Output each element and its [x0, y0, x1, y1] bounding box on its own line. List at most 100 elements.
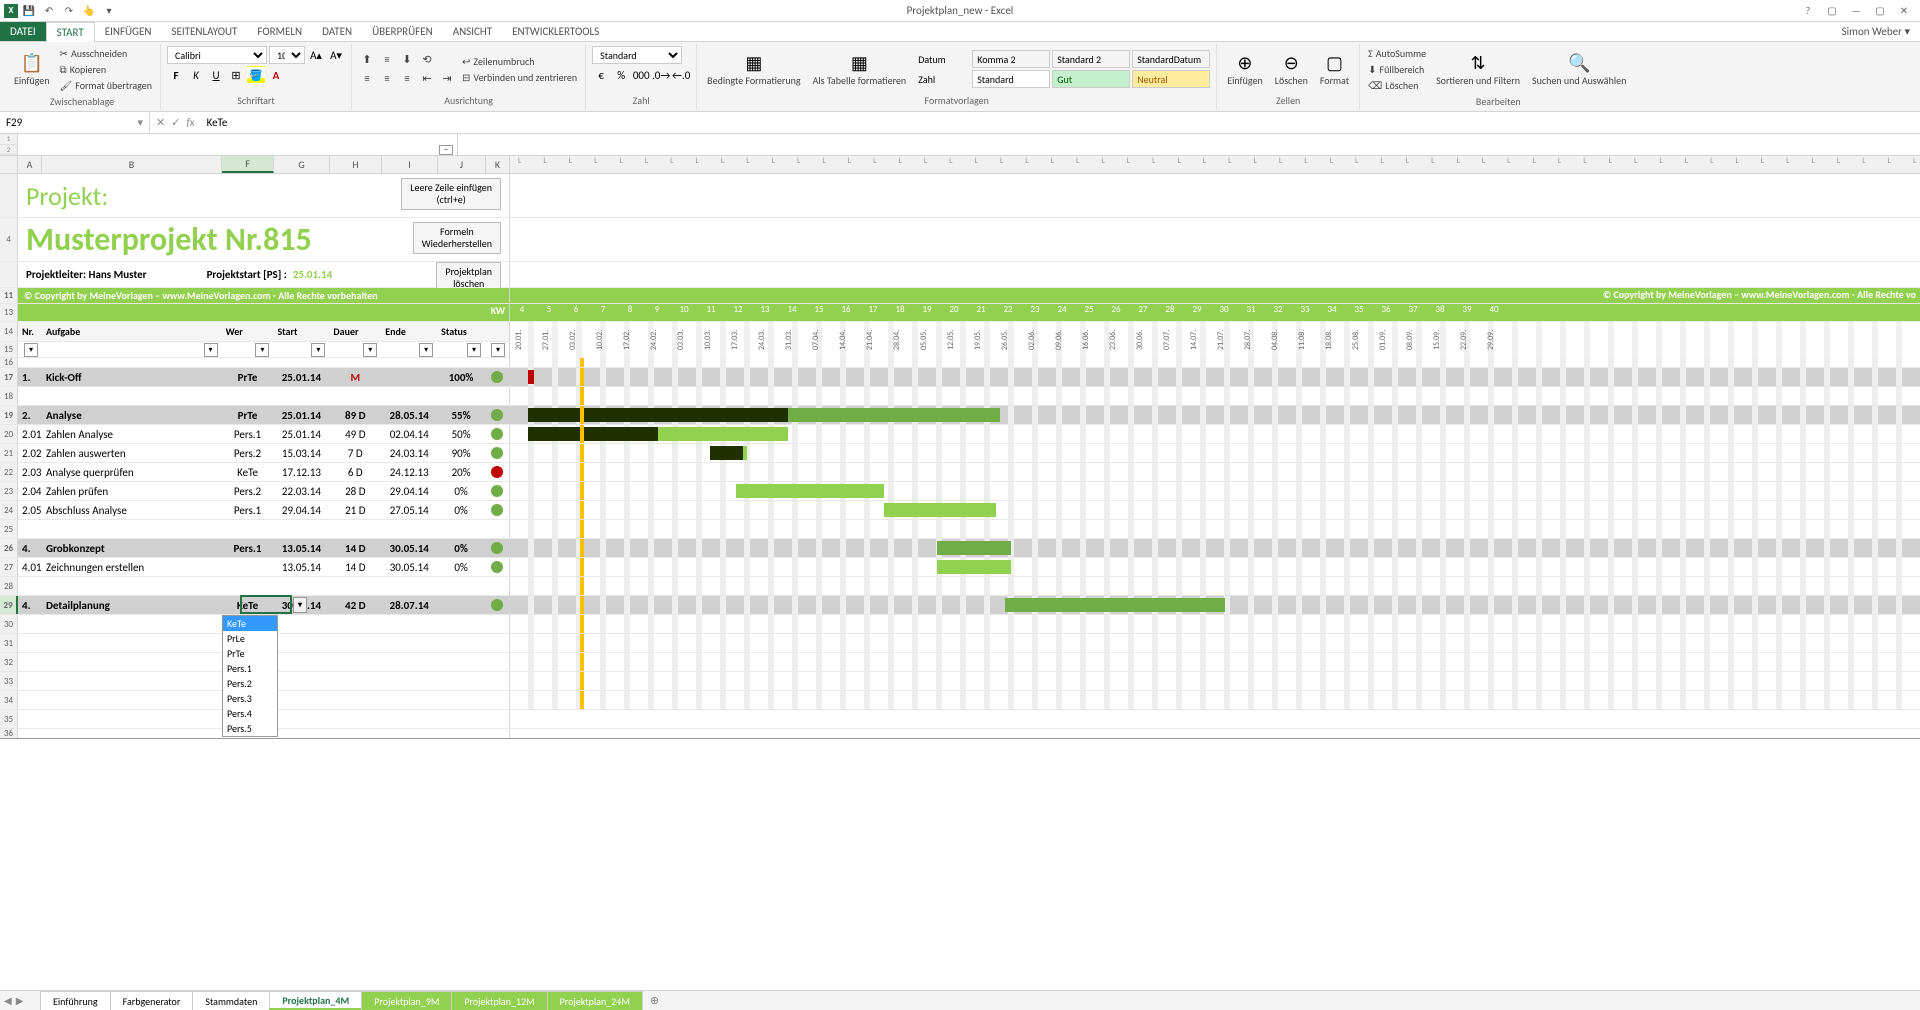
sheet-tab[interactable]: Projektplan_12M [451, 991, 547, 1010]
col-header-i[interactable]: I [382, 156, 438, 173]
row-header[interactable]: 25 [0, 520, 18, 538]
percent-icon[interactable]: % [612, 66, 630, 84]
border-button[interactable]: ⊞ [227, 66, 245, 84]
dropdown-item[interactable]: KeTe [223, 616, 277, 631]
task-row[interactable]: 22 2.03 Analyse querprüfen KeTe 17.12.13… [0, 463, 1920, 482]
filter-ende[interactable]: ▾ [419, 343, 433, 357]
style-standard[interactable]: Standard [972, 70, 1050, 88]
insert-row-button[interactable]: Leere Zeile einfügen(ctrl+e) [401, 178, 501, 210]
close-icon[interactable]: ✕ [1894, 3, 1914, 19]
wrap-text-button[interactable]: ↩Zeilenumbruch [460, 54, 579, 69]
task-row[interactable]: 19 2. Analyse PrTe 25.01.14 89 D 28.05.1… [0, 406, 1920, 425]
tab-überprüfen[interactable]: ÜBERPRÜFEN [362, 22, 443, 41]
row-header[interactable]: 24 [0, 501, 18, 519]
col-header-g[interactable]: G [274, 156, 330, 173]
tab-start[interactable]: START [46, 22, 95, 42]
wer-dropdown[interactable]: KeTePrLePrTePers.1Pers.2Pers.3Pers.4Pers… [222, 615, 278, 737]
font-color-button[interactable]: A [267, 66, 285, 84]
row-header[interactable]: 28 [0, 577, 18, 595]
row-header[interactable]: 27 [0, 558, 18, 576]
task-row[interactable]: 28 [0, 577, 1920, 596]
style-standarddatum[interactable]: StandardDatum [1132, 50, 1210, 68]
format-cells-button[interactable]: ▢Format [1316, 50, 1353, 89]
user-name[interactable]: Simon Weber ▾ [1832, 22, 1920, 41]
row-header[interactable]: 23 [0, 482, 18, 500]
col-header-a[interactable]: A [18, 156, 42, 173]
col-header-k[interactable]: K [486, 156, 510, 173]
sheet-nav-next-icon[interactable]: ▶ [16, 994, 24, 1007]
sheet-tab[interactable]: Einführung [40, 991, 111, 1010]
fill-button[interactable]: ⬇Füllbereich [1366, 62, 1428, 77]
style-neutral[interactable]: Neutral [1132, 70, 1210, 88]
filter-dauer[interactable]: ▾ [363, 343, 377, 357]
style-gut[interactable]: Gut [1052, 70, 1130, 88]
style-zahl[interactable]: Zahl [914, 70, 970, 88]
dropdown-item[interactable]: PrTe [223, 646, 277, 661]
task-row[interactable]: 27 4.01 Zeichnungen erstellen 13.05.14 1… [0, 558, 1920, 577]
grow-font-icon[interactable]: A▴ [307, 46, 325, 64]
row-header[interactable]: 29 [0, 596, 18, 614]
tab-einfügen[interactable]: EINFÜGEN [95, 22, 162, 41]
italic-button[interactable]: K [187, 66, 205, 84]
accept-formula-icon[interactable]: ✓ [171, 116, 180, 129]
indent-dec-icon[interactable]: ⇤ [418, 70, 436, 88]
underline-button[interactable]: U [207, 66, 225, 84]
minimize-icon[interactable]: — [1846, 3, 1866, 19]
row-header[interactable]: 4 [0, 218, 18, 261]
bold-button[interactable]: F [167, 66, 185, 84]
outline-level[interactable]: 12 [0, 134, 18, 155]
dropdown-item[interactable]: Pers.2 [223, 676, 277, 691]
tab-file[interactable]: DATEI [0, 22, 46, 41]
format-painter-button[interactable]: 🖌Format übertragen [58, 78, 154, 93]
task-row[interactable]: 24 2.05 Abschluss Analyse Pers.1 29.04.1… [0, 501, 1920, 520]
collapse-button[interactable]: − [439, 145, 453, 155]
sheet-tab[interactable]: Stammdaten [192, 991, 270, 1010]
formula-input[interactable]: KeTe [201, 116, 1920, 129]
task-row[interactable]: 21 2.02 Zahlen auswerten Pers.2 15.03.14… [0, 444, 1920, 463]
qat-redo-icon[interactable]: ↷ [60, 2, 78, 20]
row-header[interactable]: 18 [0, 387, 18, 405]
align-left-icon[interactable]: ≡ [358, 70, 376, 88]
cut-button[interactable]: ✂Ausschneiden [58, 46, 154, 61]
shrink-font-icon[interactable]: A▾ [327, 46, 345, 64]
worksheet-grid[interactable]: Projekt: Leere Zeile einfügen(ctrl+e) 4 … [0, 174, 1920, 739]
row-header[interactable]: 22 [0, 463, 18, 481]
qat-more-icon[interactable]: ▾ [100, 2, 118, 20]
sheet-tab[interactable]: Projektplan_9M [361, 991, 452, 1010]
row-header[interactable]: 20 [0, 425, 18, 443]
fx-icon[interactable]: fx [186, 116, 194, 129]
cancel-formula-icon[interactable]: ✕ [156, 116, 165, 129]
filter-nr[interactable]: ▾ [24, 343, 38, 357]
task-row[interactable]: 20 2.01 Zahlen Analyse Pers.1 25.01.14 4… [0, 425, 1920, 444]
sheet-tab[interactable]: Projektplan_24M [547, 991, 643, 1010]
tab-formeln[interactable]: FORMELN [247, 22, 312, 41]
align-center-icon[interactable]: ≡ [378, 70, 396, 88]
indent-inc-icon[interactable]: ⇥ [438, 70, 456, 88]
restore-formulas-button[interactable]: FormelnWiederherstellen [413, 222, 501, 254]
col-header-f[interactable]: F [222, 156, 274, 173]
row-header[interactable]: 15 [0, 342, 18, 357]
dropdown-item[interactable]: Pers.1 [223, 661, 277, 676]
sheet-tab[interactable]: Farbgenerator [110, 991, 194, 1010]
dropdown-item[interactable]: Pers.3 [223, 691, 277, 706]
select-all-corner[interactable] [0, 156, 18, 173]
style-standard2[interactable]: Standard 2 [1052, 50, 1130, 68]
filter-icon[interactable]: ▾ [491, 343, 505, 357]
row-header[interactable]: 21 [0, 444, 18, 462]
tab-daten[interactable]: DATEN [312, 22, 362, 41]
autosum-button[interactable]: ΣAutoSumme [1366, 46, 1428, 61]
tab-ansicht[interactable]: ANSICHT [443, 22, 502, 41]
row-header[interactable]: 17 [0, 368, 18, 386]
row-header[interactable]: 26 [0, 539, 18, 557]
ribbon-options-icon[interactable]: ▢ [1822, 3, 1842, 19]
align-middle-icon[interactable]: ≡ [378, 51, 396, 69]
merge-button[interactable]: ⊟Verbinden und zentrieren [460, 70, 579, 85]
cond-format-button[interactable]: ▦Bedingte Formatierung [703, 50, 804, 89]
find-select-button[interactable]: 🔍Suchen und Auswählen [1528, 50, 1630, 89]
row-header[interactable] [0, 262, 18, 287]
add-sheet-button[interactable]: ⊕ [642, 991, 667, 1010]
row-header[interactable] [0, 174, 18, 217]
help-icon[interactable]: ? [1798, 3, 1818, 19]
qat-undo-icon[interactable]: ↶ [40, 2, 58, 20]
sheet-nav-prev-icon[interactable]: ◀ [4, 994, 12, 1007]
